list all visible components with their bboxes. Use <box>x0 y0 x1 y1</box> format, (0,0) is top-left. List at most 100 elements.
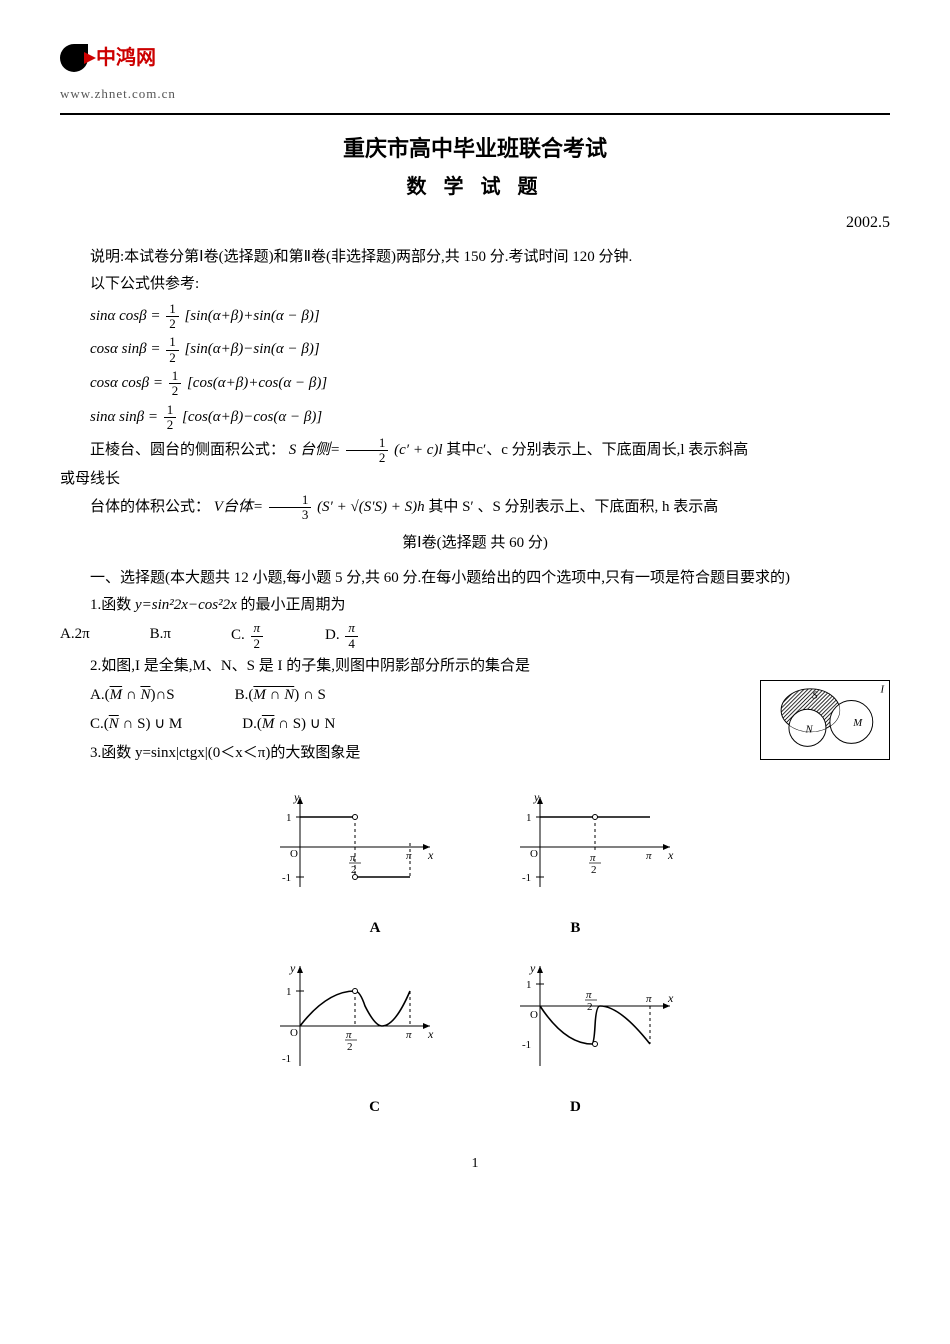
frustum-volume-formula: 台体的体积公式： V台体= 13 (S′ + √(S′S) + S)h 其中 S… <box>60 493 890 523</box>
part-i-heading: 第Ⅰ卷(选择题 共 60 分) <box>60 530 890 557</box>
section-i-intro: 一、选择题(本大题共 12 小题,每小题 5 分,共 60 分.在每小题给出的四… <box>60 565 890 592</box>
formula-4: sinα sinβ = 12 [cos(α+β)−cos(α − β)] <box>90 403 890 433</box>
formula-4-lhs: sinα sinβ = <box>90 409 158 425</box>
svg-text:1: 1 <box>526 812 532 824</box>
svg-text:1: 1 <box>286 986 292 998</box>
q2-a-bar1: M <box>110 687 123 703</box>
svg-text:O: O <box>290 848 298 860</box>
logo-url: www.zhnet.com.cn <box>60 82 890 105</box>
venn-label-i: I <box>880 684 885 696</box>
q1-options: A.2π B.π C. π2 D. π4 <box>60 621 890 651</box>
q2-d-label: D. <box>242 716 257 732</box>
svg-text:x: x <box>667 991 674 1005</box>
svg-text:O: O <box>290 1027 298 1039</box>
svg-text:x: x <box>427 1027 434 1041</box>
svg-text:O: O <box>530 848 538 860</box>
formula-2-rhs: [sin(α+β)−sin(α − β)] <box>184 342 319 358</box>
reference-heading: 以下公式供参考: <box>60 271 890 298</box>
svg-text:-1: -1 <box>522 872 531 884</box>
formula-1-rhs: [sin(α+β)+sin(α − β)] <box>184 308 319 324</box>
q2-opt-a: A.(M ∩ N)∩S <box>90 682 175 709</box>
half-fraction-1: 12 <box>166 302 179 332</box>
graph-a: y x O 1 -1 π 2 π <box>270 787 440 897</box>
q2-block: A.(M ∩ N)∩S B.(M ∩ N) ∩ S C.(N ∩ S) ∪ M … <box>60 680 890 767</box>
header-divider <box>60 113 890 115</box>
svg-text:2: 2 <box>587 1001 593 1013</box>
q1-stem: 1.函数 y=sin²2x−cos²2x 的最小正周期为 <box>60 592 890 619</box>
q1-opt-a: A.2π <box>60 621 90 651</box>
svg-text:y: y <box>533 790 540 804</box>
graph-b-wrap: y x O 1 -1 π 2 π <box>500 783 690 911</box>
venn-diagram: I N M S <box>760 680 890 760</box>
svg-text:-1: -1 <box>282 1053 291 1065</box>
q2-opt-d: D.(M ∩ S) ∪ N <box>242 711 335 738</box>
graph-d-wrap: y x O 1 -1 π 2 π <box>500 952 690 1090</box>
svg-text:π: π <box>406 1029 412 1041</box>
frustum-lateral-formula: 正棱台、圆台的侧面积公式： S 台侧= 12 (c′ + c)l 其中c′、c … <box>60 436 890 466</box>
q1-c-label: C. <box>231 628 245 644</box>
frustum-lateral-expr: (c′ + c)l <box>394 442 442 458</box>
q1-func: y=sin²2x−cos²2x <box>135 597 237 613</box>
svg-text:y: y <box>289 961 296 975</box>
q2-opt-c: C.(N ∩ S) ∪ M <box>90 711 182 738</box>
graph-c-wrap: y x O 1 -1 π 2 π <box>260 952 450 1090</box>
or-slant-line: 或母线长 <box>60 466 890 493</box>
svg-text:π: π <box>646 850 652 862</box>
svg-text:x: x <box>427 848 434 862</box>
svg-text:π: π <box>590 852 596 864</box>
graph-d-label: D <box>570 1094 581 1121</box>
q3-graphs: y x O 1 -1 π 2 π <box>60 783 890 1121</box>
svg-text:π: π <box>350 852 356 864</box>
q2-opt-b: B.(M ∩ N) ∩ S <box>235 682 326 709</box>
instructions: 说明:本试卷分第Ⅰ卷(选择题)和第Ⅱ卷(非选择题)两部分,共 150 分.考试时… <box>60 244 890 271</box>
q1-c-frac: π2 <box>251 621 264 651</box>
page-number: 1 <box>60 1151 890 1176</box>
formula-3: cosα cosβ = 12 [cos(α+β)+cos(α − β)] <box>90 369 890 399</box>
half-fraction-2: 12 <box>166 335 179 365</box>
q2-options: A.(M ∩ N)∩S B.(M ∩ N) ∩ S C.(N ∩ S) ∪ M … <box>90 682 742 738</box>
q2-b-bar: M ∩ N <box>253 687 294 703</box>
svg-text:y: y <box>293 790 300 804</box>
frustum-lateral-pre: 正棱台、圆台的侧面积公式： <box>90 442 285 458</box>
q2-a-label: A. <box>90 687 105 703</box>
svg-text:-1: -1 <box>282 872 291 884</box>
formula-2-lhs: cosα sinβ = <box>90 342 160 358</box>
svg-text:π: π <box>406 850 412 862</box>
graph-b: y x O 1 -1 π 2 π <box>510 787 680 897</box>
q2-b-post: ) ∩ S <box>294 687 326 703</box>
venn-label-n: N <box>805 724 814 736</box>
q2-c-bar: N <box>109 716 119 732</box>
q2-c-post: ∩ S) ∪ M <box>119 716 183 732</box>
q2-d-bar: M <box>262 716 275 732</box>
svg-text:O: O <box>530 1009 538 1021</box>
q2-c-label: C. <box>90 716 104 732</box>
page-subtitle: 数 学 试 题 <box>60 169 890 205</box>
page-title: 重庆市高中毕业班联合考试 <box>60 129 890 169</box>
graph-a-wrap: y x O 1 -1 π 2 π <box>260 783 450 911</box>
frustum-vol-pre: 台体的体积公式： <box>90 499 210 515</box>
q1-opt-d: D. π4 <box>325 621 360 651</box>
graph-c: y x O 1 -1 π 2 π <box>270 956 440 1076</box>
q1-opt-c: C. π2 <box>231 621 265 651</box>
frustum-vol-expr: (S′ + √(S′S) + S)h <box>317 499 425 515</box>
third-fraction: 13 <box>269 493 312 523</box>
formula-2: cosα sinβ = 12 [sin(α+β)−sin(α − β)] <box>90 335 890 365</box>
q2-d-post: ∩ S) ∪ N <box>274 716 335 732</box>
svg-text:π: π <box>346 1029 352 1041</box>
logo-brand-text: 中鸿网 <box>96 40 156 76</box>
svg-text:x: x <box>667 848 674 862</box>
venn-label-m: M <box>852 717 863 729</box>
half-fraction-3: 12 <box>169 369 182 399</box>
formula-1: sinα cosβ = 12 [sin(α+β)+sin(α − β)] <box>90 302 890 332</box>
svg-text:2: 2 <box>347 1041 353 1053</box>
q3-stem: 3.函数 y=sinx|ctgx|(0＜x＜π)的大致图象是 <box>60 740 742 767</box>
formula-3-lhs: cosα cosβ = <box>90 375 163 391</box>
svg-text:2: 2 <box>591 864 597 876</box>
formula-3-rhs: [cos(α+β)+cos(α − β)] <box>187 375 327 391</box>
q2-a-post: )∩S <box>150 687 174 703</box>
svg-text:1: 1 <box>526 979 532 991</box>
q2-stem: 2.如图,I 是全集,M、N、S 是 I 的子集,则图中阴影部分所示的集合是 <box>60 653 890 680</box>
svg-text:-1: -1 <box>522 1039 531 1051</box>
svg-text:π: π <box>646 993 652 1005</box>
logo-arrow-icon <box>84 52 96 64</box>
